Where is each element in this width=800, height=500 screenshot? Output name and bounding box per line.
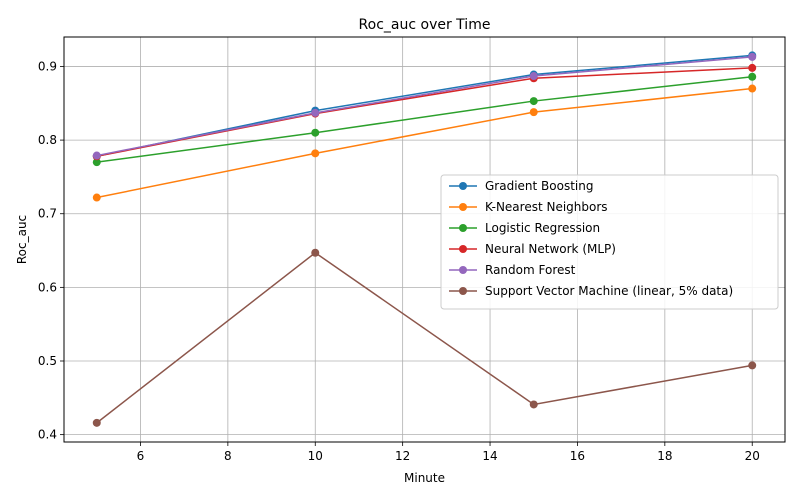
y-tick-label: 0.9 (38, 59, 57, 73)
data-point (748, 52, 757, 61)
plot-frame (63, 36, 786, 443)
y-tick-label: 0.5 (38, 354, 57, 368)
legend-item: Support Vector Machine (linear, 5% data) (449, 284, 733, 298)
data-point (92, 151, 101, 160)
legend-label: Random Forest (485, 263, 576, 277)
data-point (92, 193, 101, 202)
series-random-forest (92, 52, 757, 160)
x-tick-label: 16 (570, 449, 585, 463)
legend-label: Logistic Regression (485, 221, 600, 235)
data-point (311, 248, 320, 257)
x-axis-title: Minute (404, 471, 445, 485)
y-tick-label: 0.7 (38, 207, 57, 221)
series-gradient-boosting (92, 51, 757, 161)
y-tick-label: 0.8 (38, 133, 57, 147)
series-k-nearest-neighbors (92, 84, 757, 202)
data-point (311, 149, 320, 158)
series-line (96, 54, 753, 158)
series-line (96, 87, 753, 199)
series-logistic-regression (92, 72, 757, 167)
chart-title: Roc_auc over Time (359, 17, 491, 33)
legend-swatch-marker (459, 287, 467, 295)
series-line (96, 56, 753, 157)
legend-label: Neural Network (MLP) (485, 242, 616, 256)
x-tick-label: 6 (137, 449, 145, 463)
legend-swatch-marker (459, 266, 467, 274)
data-point (92, 418, 101, 427)
legend-swatch-marker (459, 245, 467, 253)
legend-item: Neural Network (MLP) (449, 242, 616, 256)
data-point (748, 63, 757, 72)
y-axis-ticks: 0.4 0.5 0.6 0.7 0.8 0.9 (38, 59, 64, 442)
y-tick-label: 0.4 (38, 428, 57, 442)
x-tick-label: 18 (657, 449, 672, 463)
series-line (96, 67, 753, 158)
legend-label: Support Vector Machine (linear, 5% data) (485, 284, 733, 298)
x-tick-label: 14 (482, 449, 497, 463)
data-point (748, 361, 757, 370)
legend-swatch-marker (459, 203, 467, 211)
legend-label: K-Nearest Neighbors (485, 200, 608, 214)
legend-label: Gradient Boosting (485, 179, 593, 193)
legend-item: Random Forest (449, 263, 576, 277)
legend-swatch-marker (459, 182, 467, 190)
series-line (96, 251, 753, 424)
x-tick-label: 20 (745, 449, 760, 463)
data-point (529, 400, 538, 409)
data-point (529, 97, 538, 106)
data-point (748, 72, 757, 81)
series-group (92, 51, 757, 427)
data-point (529, 72, 538, 81)
legend-item: K-Nearest Neighbors (449, 200, 608, 214)
x-axis-ticks: 6 8 10 12 14 16 18 20 (137, 442, 760, 463)
data-point (529, 108, 538, 117)
legend-swatch-marker (459, 224, 467, 232)
series-line (96, 76, 753, 163)
series-support-vector-machine-linear-5-data (92, 248, 757, 427)
data-point (311, 128, 320, 137)
data-point (311, 108, 320, 117)
legend-item: Gradient Boosting (449, 179, 593, 193)
y-tick-label: 0.6 (38, 280, 57, 294)
y-axis-title: Roc_auc (15, 215, 29, 264)
legend: Gradient Boosting K-Nearest Neighbors Logi… (440, 174, 779, 310)
x-tick-label: 8 (224, 449, 232, 463)
series-neural-network-mlp (92, 63, 757, 161)
x-tick-label: 12 (395, 449, 410, 463)
data-point (92, 158, 101, 167)
legend-item: Logistic Regression (449, 221, 600, 235)
data-point (748, 84, 757, 93)
legend-box (440, 174, 779, 310)
x-tick-label: 10 (308, 449, 323, 463)
